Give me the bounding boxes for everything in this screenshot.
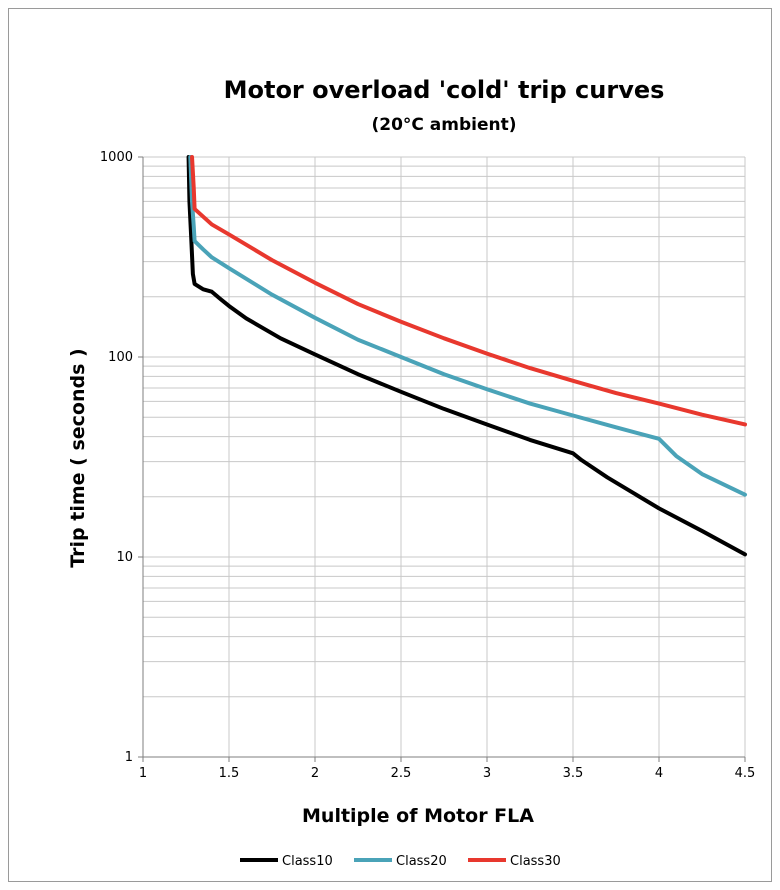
- y-axis-title: Trip time ( seconds ): [67, 348, 89, 567]
- series-line-class20: [188, 155, 747, 497]
- axis-layer: [138, 156, 746, 762]
- y-tick-label: 1: [125, 750, 133, 765]
- x-tick-label: 3: [483, 766, 491, 781]
- x-tick-label: 2: [311, 766, 319, 781]
- x-axis-title: Multiple of Motor FLA: [302, 805, 534, 827]
- grid-layer: [143, 156, 746, 758]
- series-line-class30: [190, 155, 747, 427]
- x-tick-label: 2.5: [391, 766, 412, 781]
- chart-title: Motor overload 'cold' trip curves: [224, 76, 665, 104]
- legend: Class10 Class20 Class30: [240, 854, 561, 869]
- x-tick-label: 1.5: [219, 766, 240, 781]
- x-tick-label: 4: [655, 766, 663, 781]
- tick-label-layer: 1 1.5 2 2.5 3 3.5 4 4.5 1 10 100 1000: [100, 150, 755, 781]
- y-tick-label: 1000: [100, 150, 133, 165]
- x-tick-label: 1: [139, 766, 147, 781]
- x-tick-label: 4.5: [735, 766, 756, 781]
- series-line-class10: [186, 155, 747, 557]
- legend-label-class10: Class10: [282, 854, 333, 869]
- y-tick-label: 10: [116, 550, 133, 565]
- y-tick-label: 100: [108, 350, 133, 365]
- series-layer: [186, 155, 747, 557]
- chart-subtitle: (20°C ambient): [371, 115, 516, 135]
- x-tick-label: 3.5: [563, 766, 584, 781]
- chart-area: [8, 8, 772, 882]
- legend-label-class30: Class30: [510, 854, 561, 869]
- legend-label-class20: Class20: [396, 854, 447, 869]
